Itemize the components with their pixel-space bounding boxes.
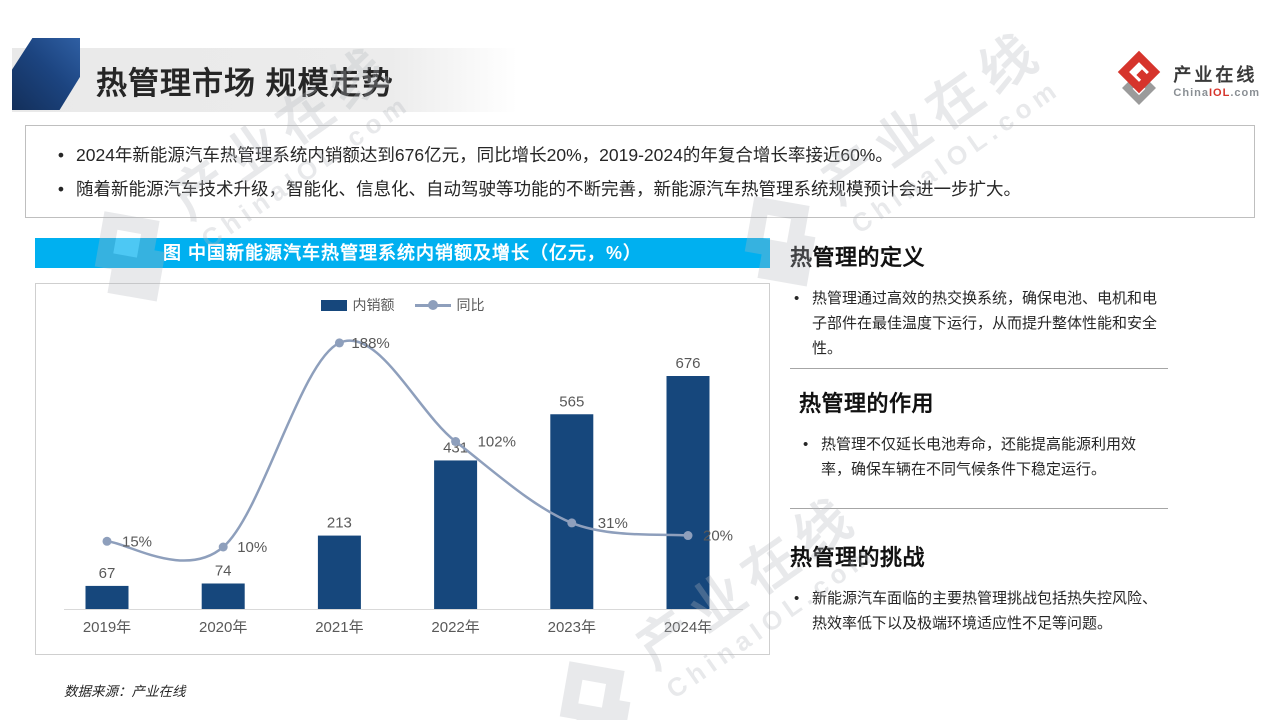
svg-text:676: 676 — [675, 355, 700, 372]
svg-text:2023年: 2023年 — [548, 619, 596, 636]
bullet-icon: • — [794, 590, 800, 607]
svg-text:10%: 10% — [237, 539, 267, 556]
line-swatch-icon — [414, 300, 451, 310]
section-definition: 热管理的定义 • 热管理通过高效的热交换系统，确保电池、电机和电子部件在最佳温度下… — [790, 240, 1188, 361]
data-source-note: 数据来源：产业在线 — [64, 684, 186, 699]
svg-text:565: 565 — [559, 393, 584, 410]
svg-text:2022年: 2022年 — [431, 619, 479, 636]
section-challenge: 热管理的挑战 • 新能源汽车面临的主要热管理挑战包括热失控风险、热效率低下以及极端… — [790, 540, 1188, 636]
legend-item-bar: 内销额 — [320, 295, 395, 315]
bar-swatch-icon — [320, 299, 347, 311]
logo-domain: ChinaIOL.com — [1173, 87, 1260, 99]
legend-item-line: 同比 — [414, 295, 485, 315]
chart-plot: 67 2019年 74 2020年 213 2021年 431 2022年 565 2023年 67… — [64, 335, 743, 636]
svg-text:431: 431 — [443, 439, 468, 456]
summary-bullet: • 2024年新能源汽车热管理系统内销额达到676亿元，同比增长20%，2019-… — [46, 138, 1236, 172]
summary-box: • 2024年新能源汽车热管理系统内销额达到676亿元，同比增长20%，2019-… — [25, 125, 1255, 218]
svg-text:74: 74 — [215, 562, 232, 579]
svg-text:102%: 102% — [478, 434, 516, 451]
svg-text:67: 67 — [99, 565, 116, 582]
legend-line-label: 同比 — [456, 297, 485, 313]
section-bullet: • 新能源汽车面临的主要热管理挑战包括热失控风险、热效率低下以及极端环境适应性不足… — [790, 586, 1188, 636]
section-bullet: • 热管理不仅延长电池寿命，还能提高能源利用效率，确保车辆在不同气候条件下稳定运行… — [799, 432, 1188, 482]
svg-text:2021年: 2021年 — [315, 619, 363, 636]
logo-name: 产业在线 — [1173, 65, 1258, 85]
legend-bar-label: 内销额 — [352, 297, 395, 313]
svg-text:15%: 15% — [122, 533, 152, 550]
section-heading: 热管理的定义 — [790, 245, 926, 270]
svg-text:213: 213 — [327, 515, 352, 532]
summary-bullet: • 随着新能源汽车技术升级，智能化、信息化、自动驾驶等功能的不断完善，新能源汽车热… — [46, 172, 1236, 206]
bullet-icon: • — [57, 145, 65, 165]
svg-text:2019年: 2019年 — [83, 619, 131, 636]
svg-text:2024年: 2024年 — [664, 619, 712, 636]
bullet-icon: • — [57, 179, 65, 199]
section-function: 热管理的作用 • 热管理不仅延长电池寿命，还能提高能源利用效率，确保车辆在不同气候… — [790, 386, 1188, 482]
bullet-icon: • — [803, 436, 809, 453]
section-heading: 热管理的挑战 — [790, 545, 926, 570]
page-title: 热管理市场 规模走势 — [96, 66, 394, 101]
section-bullet: • 热管理通过高效的热交换系统，确保电池、电机和电子部件在最佳温度下运行，从而提升… — [790, 286, 1188, 361]
svg-text:20%: 20% — [703, 528, 733, 545]
summary-list: • 2024年新能源汽车热管理系统内销额达到676亿元，同比增长20%，2019-… — [46, 138, 1236, 206]
chart: 内销额 同比 67 2019年 74 2020年 213 2021年 431 2022年 565… — [35, 283, 770, 655]
title-band — [12, 48, 517, 112]
svg-text:188%: 188% — [351, 335, 389, 352]
company-logo-icon — [1117, 50, 1165, 105]
bullet-icon: • — [794, 290, 800, 307]
svg-text:31%: 31% — [598, 515, 628, 532]
svg-text:2020年: 2020年 — [199, 619, 247, 636]
divider — [790, 368, 1168, 369]
chart-title: 图 中国新能源汽车热管理系统内销额及增长（亿元，%） — [35, 238, 770, 268]
chart-legend: 内销额 同比 — [36, 295, 769, 315]
company-logo: 产业在线 ChinaIOL.com — [1117, 50, 1260, 105]
section-heading: 热管理的作用 — [799, 391, 935, 416]
company-logo-text: 产业在线 ChinaIOL.com — [1173, 61, 1260, 99]
divider — [790, 508, 1168, 509]
